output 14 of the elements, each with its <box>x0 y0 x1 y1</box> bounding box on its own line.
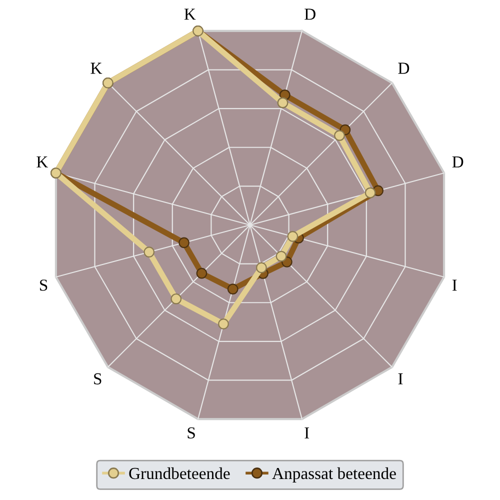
spoke-label: I <box>304 427 310 438</box>
spoke-label: S <box>40 280 48 291</box>
spoke-label: D <box>398 62 410 74</box>
spoke-label: K <box>90 62 102 74</box>
spoke-label: D <box>304 8 316 20</box>
legend-label: Anpassat beteende <box>272 467 396 482</box>
spoke-label: S <box>94 373 102 384</box>
spoke-label: D <box>452 156 464 168</box>
legend-label: Grundbeteende <box>129 467 230 480</box>
spoke-label: K <box>36 156 48 168</box>
spoke-label: I <box>452 280 457 291</box>
spoke-label: S <box>188 427 195 439</box>
spoke-label: I <box>398 373 403 384</box>
spoke-label: K <box>184 8 196 20</box>
